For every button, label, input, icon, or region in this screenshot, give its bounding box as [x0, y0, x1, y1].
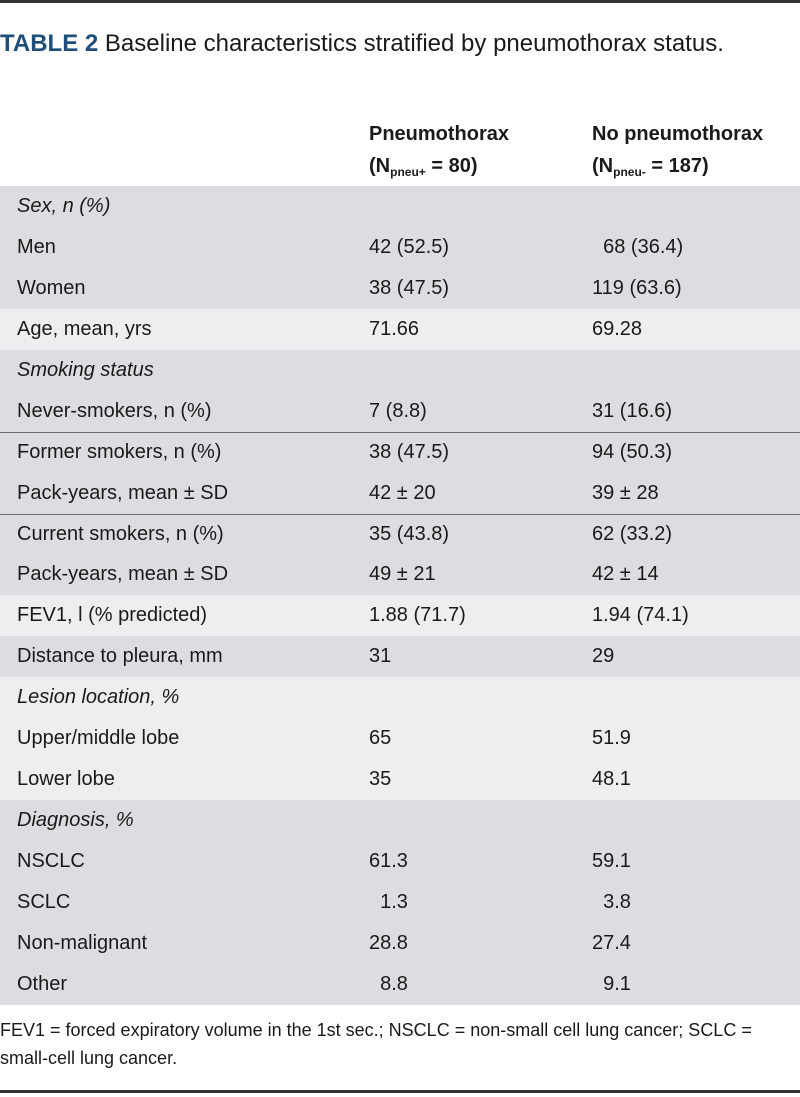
table-row: Age, mean, yrs 71.66 69.28: [0, 309, 800, 350]
cell-no-pneumothorax: 68 (36.4): [592, 236, 684, 258]
cell-no-pneumothorax: 1.94 (74.1): [592, 604, 689, 626]
table-row: Lower lobe 35 48.1: [0, 759, 800, 800]
table-row: Other 8.8 9.1: [0, 964, 800, 1005]
cell-no-pneumothorax: 69.28: [592, 318, 643, 340]
row-label: Lesion location, %: [17, 686, 180, 708]
cell-pneumothorax: 28.8: [369, 932, 408, 954]
table-row: Smoking status: [0, 350, 800, 391]
cell-pneumothorax: 42 (52.5): [369, 236, 450, 258]
header-pneumothorax: Pneumothorax (Npneu+ = 80): [369, 118, 509, 188]
row-label: Distance to pleura, mm: [17, 645, 223, 667]
cell-no-pneumothorax: 39 ± 28: [592, 481, 659, 504]
row-label: Other: [17, 973, 68, 995]
header-no-pneumothorax-n: (Npneu- = 187): [592, 155, 709, 179]
table-row: Distance to pleura, mm 31 29: [0, 636, 800, 677]
cell-no-pneumothorax: 9.1: [592, 973, 631, 995]
table-row: FEV1, l (% predicted) 1.88 (71.7) 1.94 (74…: [0, 595, 800, 636]
header-pneumothorax-n: (Npneu+ = 80): [369, 155, 478, 179]
cell-no-pneumothorax: 94 (50.3): [592, 441, 673, 463]
row-label: Smoking status: [17, 359, 154, 381]
cell-no-pneumothorax: 62 (33.2): [592, 522, 673, 545]
row-label: Lower lobe: [17, 768, 115, 790]
header-no-pneumothorax-title: No pneumothorax: [592, 123, 764, 145]
data-table: Sex, n (%) Men 42 (52.5) 68 (36.4) Women 3…: [0, 186, 800, 1005]
cell-pneumothorax: 49 ± 21: [369, 563, 436, 585]
cell-pneumothorax: 65: [369, 727, 392, 749]
cell-pneumothorax: 38 (47.5): [369, 277, 450, 299]
table-label: TABLE 2: [0, 30, 99, 57]
cell-pneumothorax: 31: [369, 645, 392, 667]
cell-no-pneumothorax: 48.1: [592, 768, 631, 790]
cell-pneumothorax: 38 (47.5): [369, 441, 450, 463]
cell-no-pneumothorax: 42 ± 14: [592, 563, 659, 585]
table-row: Pack-years, mean ± SD 42 ± 20 39 ± 28: [0, 472, 800, 514]
row-label: Age, mean, yrs: [17, 318, 152, 340]
table-row: Lesion location, %: [0, 677, 800, 718]
table-title: TABLE 2 Baseline characteristics stratif…: [0, 28, 760, 60]
cell-pneumothorax: 1.88 (71.7): [369, 604, 466, 626]
cell-no-pneumothorax: 59.1: [592, 850, 631, 872]
table-row: NSCLC 61.3 59.1: [0, 841, 800, 882]
cell-no-pneumothorax: 31 (16.6): [592, 400, 673, 422]
table-row: Men 42 (52.5) 68 (36.4): [0, 227, 800, 268]
cell-pneumothorax: 7 (8.8): [369, 400, 427, 422]
cell-pneumothorax: 61.3: [369, 850, 408, 872]
row-label: FEV1, l (% predicted): [17, 604, 208, 626]
cell-no-pneumothorax: 3.8: [592, 891, 631, 913]
cell-pneumothorax: 35: [369, 768, 392, 790]
row-label: Upper/middle lobe: [17, 727, 180, 749]
cell-no-pneumothorax: 119 (63.6): [592, 277, 682, 299]
table-row: Non-malignant 28.8 27.4: [0, 923, 800, 964]
table-row: Upper/middle lobe 65 51.9: [0, 718, 800, 759]
cell-pneumothorax: 1.3: [369, 891, 408, 913]
row-label: SCLC: [17, 891, 71, 913]
header-no-pneumothorax: No pneumothorax (Npneu- = 187): [592, 118, 763, 188]
table-row: SCLC 1.3 3.8: [0, 882, 800, 923]
row-label: Diagnosis, %: [17, 809, 134, 831]
row-label: NSCLC: [17, 850, 85, 872]
row-label: Non-malignant: [17, 932, 148, 954]
row-label: Former smokers, n (%): [17, 441, 222, 463]
row-label: Sex, n (%): [17, 195, 111, 217]
bottom-rule: [0, 1090, 800, 1093]
row-label: Pack-years, mean ± SD: [17, 481, 229, 504]
cell-no-pneumothorax: 27.4: [592, 932, 631, 954]
cell-pneumothorax: 71.66: [369, 318, 420, 340]
cell-pneumothorax: 8.8: [369, 973, 408, 995]
table-row: Women 38 (47.5) 119 (63.6): [0, 268, 800, 309]
row-label: Current smokers, n (%): [17, 522, 224, 545]
top-rule: [0, 0, 800, 3]
table-row: Current smokers, n (%) 35 (43.8) 62 (33.2): [0, 513, 800, 554]
row-label: Never-smokers, n (%): [17, 400, 212, 422]
cell-no-pneumothorax: 29: [592, 645, 615, 667]
table-row: Sex, n (%): [0, 186, 800, 227]
header-pneumothorax-title: Pneumothorax: [369, 123, 510, 145]
row-label: Men: [17, 236, 56, 258]
table-row: Never-smokers, n (%) 7 (8.8) 31 (16.6): [0, 391, 800, 432]
table-row: Diagnosis, %: [0, 800, 800, 841]
table-row: Former smokers, n (%) 38 (47.5) 94 (50.3): [0, 432, 800, 473]
cell-pneumothorax: 35 (43.8): [369, 522, 450, 545]
row-label: Pack-years, mean ± SD: [17, 563, 229, 585]
table-caption: Baseline characteristics stratified by p…: [98, 30, 724, 57]
table-row: Pack-years, mean ± SD 49 ± 21 42 ± 14: [0, 554, 800, 595]
cell-pneumothorax: 42 ± 20: [369, 481, 436, 504]
row-label: Women: [17, 277, 86, 299]
table-footnote: FEV1 = forced expiratory volume in the 1…: [0, 1020, 752, 1068]
cell-no-pneumothorax: 51.9: [592, 727, 631, 749]
